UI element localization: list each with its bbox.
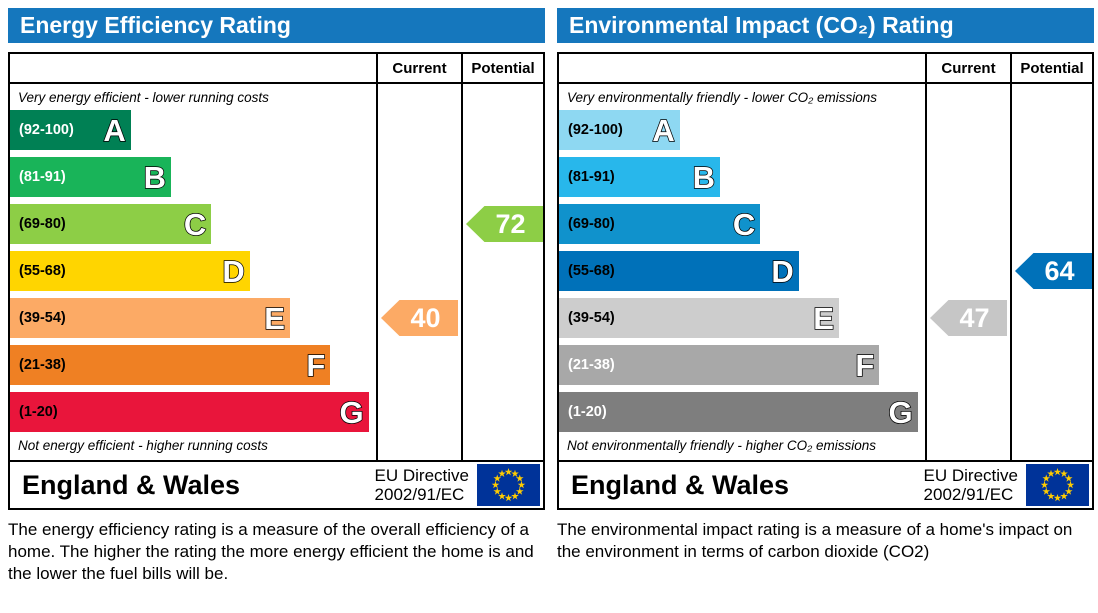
eu-directive-line1: EU Directive bbox=[374, 465, 469, 485]
band-letter: F bbox=[855, 347, 875, 383]
band-letter: A bbox=[103, 112, 127, 148]
current-column-header: Current bbox=[925, 54, 1010, 82]
band-letter: C bbox=[732, 206, 756, 242]
potential-column-header: Potential bbox=[1010, 54, 1092, 82]
eu-directive-line1: EU Directive bbox=[923, 465, 1018, 485]
eu-flag-icon bbox=[1026, 464, 1089, 506]
band-a: (92-100) A bbox=[559, 110, 680, 150]
panel-title: Energy Efficiency Rating bbox=[20, 12, 291, 38]
band-e: (39-54) E bbox=[10, 298, 290, 338]
energy-rating-table: Current Potential Very energy efficient … bbox=[8, 52, 545, 510]
band-c: (69-80) C bbox=[559, 204, 761, 244]
eu-directive-line2: 2002/91/EC bbox=[923, 485, 1014, 504]
eu-directive: EU Directive 2002/91/EC bbox=[924, 466, 1026, 504]
band-range: (39-54) bbox=[19, 310, 66, 326]
table-header-row: Current Potential bbox=[10, 54, 543, 84]
table-body-row: Very energy efficient - lower running co… bbox=[10, 84, 543, 460]
band-letter: F bbox=[306, 347, 326, 383]
eu-directive: EU Directive 2002/91/EC bbox=[375, 466, 477, 504]
band-g: (1-20) G bbox=[559, 392, 918, 432]
band-range: (92-100) bbox=[568, 122, 623, 138]
band-letter: C bbox=[183, 206, 207, 242]
band-letter: B bbox=[143, 159, 167, 195]
bottom-note: Not environmentally friendly - higher CO… bbox=[567, 437, 877, 453]
band-letter: E bbox=[264, 300, 286, 336]
table-footer-row: England & Wales EU Directive 2002/91/EC bbox=[559, 460, 1092, 508]
region-label: England & Wales bbox=[571, 469, 790, 500]
band-range: (55-68) bbox=[568, 263, 615, 279]
potential-column-header: Potential bbox=[461, 54, 543, 82]
band-e: (39-54) E bbox=[559, 298, 839, 338]
empty-header-cell bbox=[559, 54, 925, 82]
band-letter: A bbox=[652, 112, 676, 148]
band-letter: B bbox=[692, 159, 716, 195]
rating-scale: Very energy efficient - lower running co… bbox=[10, 84, 376, 460]
band-range: (81-91) bbox=[568, 169, 615, 185]
band-a: (92-100) A bbox=[10, 110, 131, 150]
rating-scale: Very environmentally friendly - lower CO… bbox=[559, 84, 925, 460]
current-column-header: Current bbox=[376, 54, 461, 82]
current-value-column: 40 bbox=[376, 84, 461, 460]
band-letter: D bbox=[771, 253, 795, 289]
band-range: (81-91) bbox=[19, 169, 66, 185]
energy-panel-header: Energy Efficiency Rating bbox=[8, 8, 545, 43]
environmental-impact-panel: Environmental Impact (CO₂) Rating Curren… bbox=[557, 8, 1094, 584]
band-d: (55-68) D bbox=[559, 251, 799, 291]
band-range: (69-80) bbox=[19, 216, 66, 232]
current-rating-value: 47 bbox=[959, 302, 990, 333]
panel-title: Environmental Impact (CO₂) Rating bbox=[569, 12, 954, 38]
eu-flag-icon bbox=[477, 464, 540, 506]
band-range: (21-38) bbox=[568, 357, 615, 373]
bottom-note: Not energy efficient - higher running co… bbox=[18, 437, 268, 453]
band-range: (92-100) bbox=[19, 122, 74, 138]
potential-rating-value: 72 bbox=[495, 208, 526, 239]
table-body-row: Very environmentally friendly - lower CO… bbox=[559, 84, 1092, 460]
table-footer-row: England & Wales EU Directive 2002/91/EC bbox=[10, 460, 543, 508]
potential-value-column: 72 bbox=[461, 84, 543, 460]
band-range: (55-68) bbox=[19, 263, 66, 279]
band-f: (21-38) F bbox=[10, 345, 331, 385]
empty-header-cell bbox=[10, 54, 376, 82]
epc-rating-charts: Energy Efficiency Rating Current Potenti… bbox=[8, 8, 1094, 584]
rating-bands: (92-100) A (81-91) B (69-80) C (55-68) bbox=[10, 110, 376, 432]
panel-description: The energy efficiency rating is a measur… bbox=[8, 520, 534, 583]
environmental-panel-header: Environmental Impact (CO₂) Rating bbox=[557, 8, 1094, 43]
band-g: (1-20) G bbox=[10, 392, 369, 432]
band-letter: G bbox=[888, 394, 914, 430]
band-f: (21-38) F bbox=[559, 345, 880, 385]
band-range: (1-20) bbox=[19, 404, 58, 420]
top-note: Very energy efficient - lower running co… bbox=[18, 89, 269, 105]
rating-bands: (92-100) A (81-91) B (69-80) C (55-68) bbox=[559, 110, 925, 432]
current-rating-arrow: 40 bbox=[381, 300, 458, 336]
band-c: (69-80) C bbox=[10, 204, 212, 244]
table-header-row: Current Potential bbox=[559, 54, 1092, 84]
region-label: England & Wales bbox=[22, 469, 241, 500]
band-letter: G bbox=[339, 394, 365, 430]
environmental-rating-table: Current Potential Very environmentally f… bbox=[557, 52, 1094, 510]
band-b: (81-91) B bbox=[559, 157, 721, 197]
top-note: Very environmentally friendly - lower CO… bbox=[567, 89, 877, 105]
panel-description: The environmental impact rating is a mea… bbox=[557, 520, 1073, 561]
current-rating-value: 40 bbox=[410, 302, 441, 333]
energy-efficiency-panel: Energy Efficiency Rating Current Potenti… bbox=[8, 8, 545, 584]
band-letter: D bbox=[222, 253, 246, 289]
band-range: (1-20) bbox=[568, 404, 607, 420]
band-range: (39-54) bbox=[568, 310, 615, 326]
potential-rating-arrow: 72 bbox=[466, 206, 543, 242]
band-d: (55-68) D bbox=[10, 251, 250, 291]
band-range: (21-38) bbox=[19, 357, 66, 373]
band-letter: E bbox=[813, 300, 835, 336]
current-value-column: 47 bbox=[925, 84, 1010, 460]
band-b: (81-91) B bbox=[10, 157, 172, 197]
potential-rating-arrow: 64 bbox=[1015, 253, 1092, 289]
current-rating-arrow: 47 bbox=[930, 300, 1007, 336]
band-range: (69-80) bbox=[568, 216, 615, 232]
eu-directive-line2: 2002/91/EC bbox=[374, 485, 465, 504]
potential-value-column: 64 bbox=[1010, 84, 1092, 460]
potential-rating-value: 64 bbox=[1044, 255, 1075, 286]
